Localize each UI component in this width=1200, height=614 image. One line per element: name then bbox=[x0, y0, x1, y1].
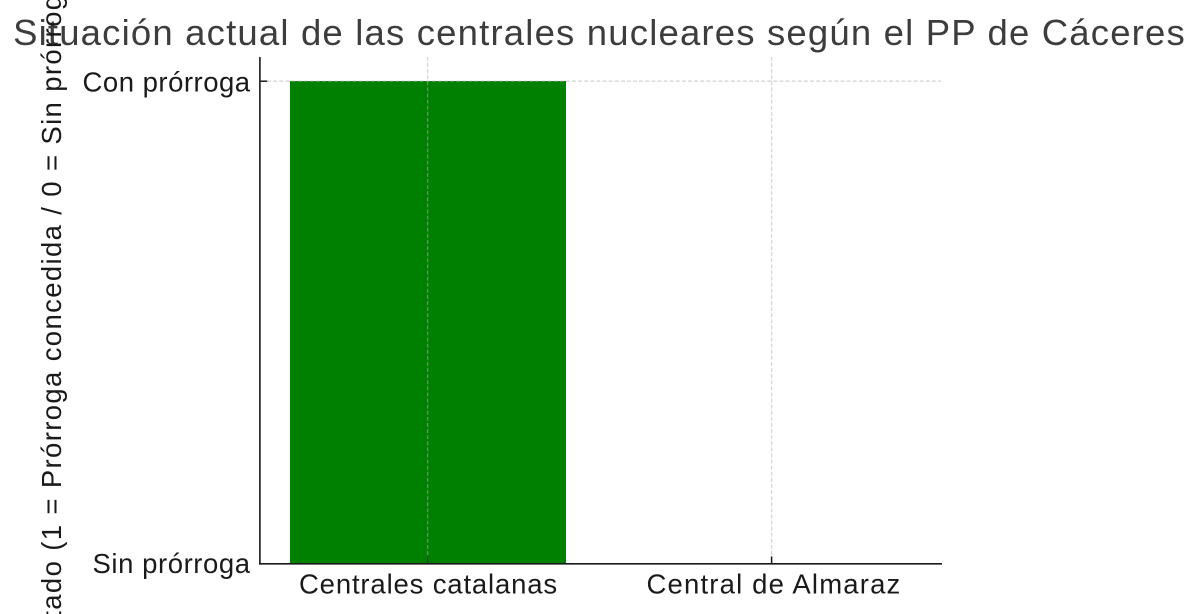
svg-text:Centrales catalanas: Centrales catalanas bbox=[299, 569, 558, 600]
svg-text:Central de Almaraz: Central de Almaraz bbox=[647, 569, 902, 600]
svg-text:Sin prórroga: Sin prórroga bbox=[93, 548, 251, 579]
svg-text:Con prórroga: Con prórroga bbox=[83, 66, 251, 97]
svg-text:Estado (1 = Prórroga concedida: Estado (1 = Prórroga concedida / 0 = Sin… bbox=[36, 0, 67, 614]
svg-text:Situación actual de las centra: Situación actual de las centrales nuclea… bbox=[13, 12, 1186, 53]
